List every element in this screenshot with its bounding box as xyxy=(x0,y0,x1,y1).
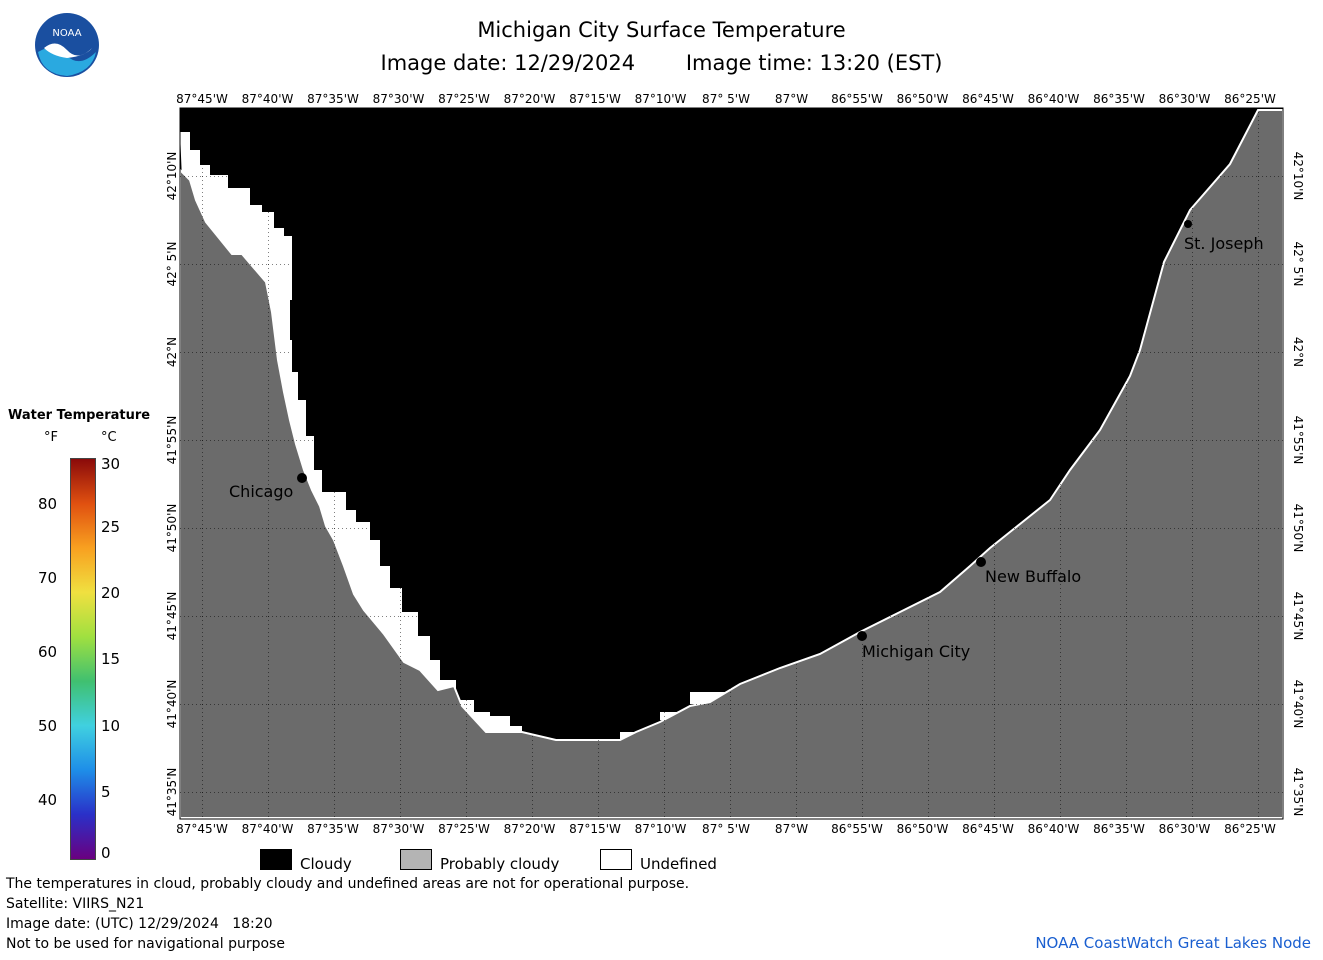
key-undefined-swatch xyxy=(600,849,632,870)
celsius-tick: 15 xyxy=(101,650,121,668)
fahrenheit-tick: 60 xyxy=(38,643,58,661)
top-lon-label: 87°25'W xyxy=(438,92,490,106)
bottom-lon-label: 87°W xyxy=(774,822,809,836)
right-lat-label: 41°50'N xyxy=(1291,503,1305,553)
top-lon-label: 86°30'W xyxy=(1158,92,1211,106)
city-label-st-joseph: St. Joseph xyxy=(1184,234,1264,253)
new-buffalo-marker xyxy=(976,557,986,567)
top-lon-label: 86°40'W xyxy=(1027,92,1080,106)
bottom-lon-label: 87°25'W xyxy=(438,822,490,836)
image-date: Image date: 12/29/2024 xyxy=(380,51,636,75)
city-label-chicago: Chicago xyxy=(229,482,294,501)
top-lon-label: 87°W xyxy=(774,92,809,106)
left-lat-label: 42° 5'N xyxy=(165,241,179,287)
right-lat-label: 41°55'N xyxy=(1291,415,1305,465)
chicago-marker xyxy=(297,473,307,483)
footer-nav-warning: Not to be used for navigational purpose xyxy=(6,936,285,952)
image-datetime: Image date: 12/29/2024 Image time: 13:20… xyxy=(0,51,1323,75)
bottom-lon-label: 87°40'W xyxy=(241,822,294,836)
graticule xyxy=(180,108,1283,819)
top-lon-label: 87° 5'W xyxy=(702,92,750,106)
top-lon-label: 86°50'W xyxy=(896,92,949,106)
unit-celsius: °C xyxy=(101,430,117,445)
noaa-logo-icon: NOAA xyxy=(35,13,99,77)
top-lon-label: 86°45'W xyxy=(962,92,1014,106)
legend-title: Water Temperature xyxy=(8,408,151,423)
key-undefined xyxy=(600,849,632,870)
celsius-tick: 20 xyxy=(101,584,121,602)
top-lon-label: 86°25'W xyxy=(1224,92,1276,106)
top-lon-label: 87°30'W xyxy=(372,92,425,106)
fahrenheit-tick: 50 xyxy=(38,717,58,735)
bottom-lon-label: 86°50'W xyxy=(896,822,949,836)
page-title: Michigan City Surface Temperature xyxy=(477,18,846,42)
bottom-lon-label: 86°40'W xyxy=(1027,822,1080,836)
top-lon-label: 87°40'W xyxy=(241,92,294,106)
right-lat-label: 41°45'N xyxy=(1291,591,1305,641)
image-time: Image time: 13:20 (EST) xyxy=(685,51,943,75)
key-probably-cloudy-swatch xyxy=(400,849,432,870)
key-probably-cloudy xyxy=(400,849,432,870)
top-lon-label: 87°45'W xyxy=(176,92,228,106)
left-lat-label: 41°55'N xyxy=(165,415,179,465)
bottom-lon-label: 87°20'W xyxy=(503,822,556,836)
top-lon-label: 87°15'W xyxy=(569,92,621,106)
bottom-lon-label: 86°35'W xyxy=(1093,822,1145,836)
fahrenheit-tick: 40 xyxy=(38,791,58,809)
top-lon-label: 87°10'W xyxy=(634,92,687,106)
key-probably-cloudy-label: Probably cloudy xyxy=(440,855,560,873)
top-lon-label: 87°20'W xyxy=(503,92,556,106)
bottom-lon-label: 87°45'W xyxy=(176,822,228,836)
unit-fahrenheit: °F xyxy=(44,430,58,445)
left-lat-label: 42°10'N xyxy=(165,151,179,201)
key-cloudy-swatch xyxy=(260,849,292,870)
top-lon-label: 87°35'W xyxy=(307,92,359,106)
noaa-logo: NOAA xyxy=(34,12,100,78)
right-lat-label: 41°40'N xyxy=(1291,679,1305,729)
celsius-tick: 0 xyxy=(101,844,111,862)
footer-utc-date: Image date: (UTC) 12/29/2024 18:20 xyxy=(6,916,273,932)
bottom-lon-label: 86°25'W xyxy=(1224,822,1276,836)
bottom-lon-label: 87°30'W xyxy=(372,822,425,836)
key-cloudy xyxy=(260,849,292,870)
top-lon-label: 86°55'W xyxy=(831,92,883,106)
bottom-lon-label: 86°30'W xyxy=(1158,822,1211,836)
top-lon-label: 86°35'W xyxy=(1093,92,1145,106)
bottom-lon-label: 87° 5'W xyxy=(702,822,750,836)
left-lat-label: 41°45'N xyxy=(165,591,179,641)
footer-credit: NOAA CoastWatch Great Lakes Node xyxy=(1035,934,1311,952)
right-lat-label: 41°35'N xyxy=(1291,767,1305,817)
footer-note: The temperatures in cloud, probably clou… xyxy=(6,876,690,892)
right-lat-label: 42° 5'N xyxy=(1291,241,1305,287)
right-lat-label: 42°N xyxy=(1291,336,1305,368)
bottom-lon-label: 86°45'W xyxy=(962,822,1014,836)
footer-satellite: Satellite: VIIRS_N21 xyxy=(6,896,145,912)
bottom-lon-label: 87°35'W xyxy=(307,822,359,836)
st-joseph-marker xyxy=(1184,220,1192,228)
key-cloudy-label: Cloudy xyxy=(300,855,352,873)
temperature-colorbar xyxy=(70,458,96,860)
fahrenheit-tick: 70 xyxy=(38,569,58,587)
city-label-new-buffalo: New Buffalo xyxy=(985,567,1082,586)
celsius-tick: 30 xyxy=(101,455,121,473)
left-lat-label: 41°35'N xyxy=(165,767,179,817)
left-lat-label: 41°40'N xyxy=(165,679,179,729)
celsius-tick: 25 xyxy=(101,518,121,536)
left-lat-label: 41°50'N xyxy=(165,503,179,553)
map-frame xyxy=(179,107,1284,820)
city-label-michigan-city: Michigan City xyxy=(862,642,971,661)
celsius-tick: 5 xyxy=(101,783,111,801)
key-undefined-label: Undefined xyxy=(640,855,717,873)
bottom-lon-label: 87°15'W xyxy=(569,822,621,836)
michigan-city-marker xyxy=(857,631,867,641)
fahrenheit-tick: 80 xyxy=(38,495,58,513)
right-lat-label: 42°10'N xyxy=(1291,151,1305,201)
bottom-lon-label: 86°55'W xyxy=(831,822,883,836)
left-lat-label: 42°N xyxy=(165,336,179,368)
bottom-lon-label: 87°10'W xyxy=(634,822,687,836)
celsius-tick: 10 xyxy=(101,717,121,735)
logo-text: NOAA xyxy=(52,28,81,39)
